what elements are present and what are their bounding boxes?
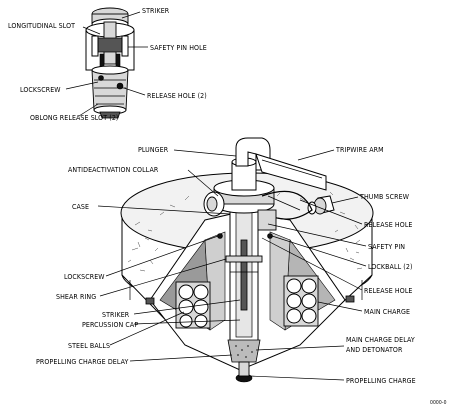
label-striker: STRIKER	[102, 311, 130, 319]
label-plunger: PLUNGER	[138, 146, 169, 154]
label-release-hole-2: RELEASE HOLE (2)	[147, 92, 207, 100]
label-antideactivation-collar: ANTIDEACTIVATION COLLAR	[68, 166, 159, 174]
label-safety-pin: SAFETY PIN	[368, 243, 405, 251]
label-longitudinal-slot: LONGITUDINAL SLOT	[8, 22, 75, 30]
label-main-charge: MAIN CHARGE	[364, 308, 410, 316]
label-lockscrew: LOCKSCREW	[64, 273, 105, 281]
label-shear-ring: SHEAR RING	[56, 293, 96, 301]
steel-balls-right	[283, 275, 319, 327]
label-safety-pin-hole: SAFETY PIN HOLE	[150, 44, 207, 52]
label-release-hole: RELEASE HOLE	[364, 221, 413, 229]
label-main-charge-delay: MAIN CHARGE DELAY	[346, 336, 415, 344]
mine-body	[120, 137, 374, 383]
label-case: CASE	[72, 203, 89, 211]
labels: LONGITUDINAL SLOT STRIKER SAFETY PIN HOL…	[8, 7, 447, 406]
label-thumb-screw: THUMB SCREW	[359, 193, 410, 201]
label-oblong-release-slot: OBLONG RELEASE SLOT (2)	[30, 114, 118, 122]
label-lockball-2: LOCKBALL (2)	[368, 263, 413, 271]
label-propelling-charge-delay: PROPELLING CHARGE DELAY	[36, 358, 129, 366]
label-striker-top: STRIKER	[142, 7, 170, 15]
fuze-leaders	[65, 11, 148, 117]
fuze-detail	[85, 7, 135, 119]
label-tripwire-arm: TRIPWIRE ARM	[335, 146, 384, 154]
figure-id: 0000-0	[430, 400, 447, 406]
label-propelling-charge: PROPELLING CHARGE	[346, 377, 416, 385]
label-release-hole-lower: RELEASE HOLE	[364, 287, 413, 295]
label-steel-balls: STEEL BALLS	[68, 342, 110, 350]
label-and-detonator: AND DETONATOR	[346, 346, 403, 354]
label-lockscrew-top: LOCKSCREW	[20, 86, 61, 94]
steel-balls-left	[175, 281, 211, 329]
label-percussion-cap: PERCUSSION CAP	[82, 321, 138, 329]
main-leaders	[97, 149, 367, 381]
